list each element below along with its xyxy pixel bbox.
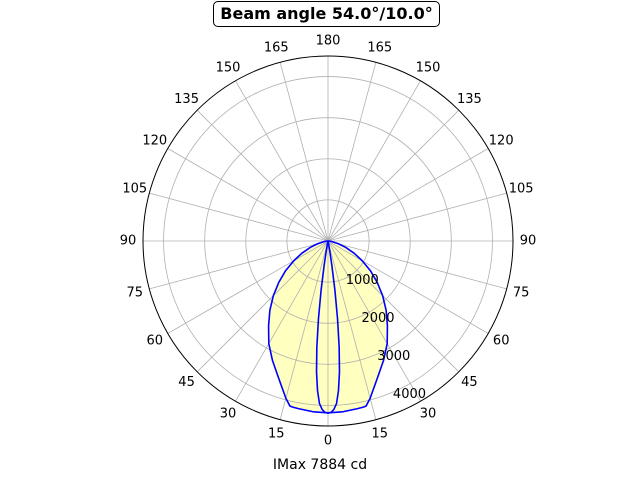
angle-tick-label: 105 (122, 182, 147, 197)
angle-gridline (196, 240, 329, 373)
angle-gridline (235, 80, 329, 242)
angle-tick-label: 150 (416, 60, 441, 75)
grid-layer (143, 56, 513, 426)
angle-gridline (279, 240, 329, 420)
angle-tick-label: 165 (264, 40, 289, 55)
angle-tick-label: 60 (493, 334, 510, 349)
angle-tick-label: 150 (216, 60, 241, 75)
angle-gridline (167, 240, 329, 334)
angle-gridline (327, 109, 460, 242)
angle-tick-label: 90 (120, 234, 137, 249)
x-axis-label: IMax 7884 cd (272, 457, 368, 473)
radial-gridline (286, 199, 370, 283)
radial-gridline (245, 158, 411, 324)
series-line-1 (315, 240, 341, 415)
angle-gridline (327, 240, 489, 334)
radial-tick-label: 1000 (346, 273, 379, 288)
angle-tick-label: 90 (520, 234, 537, 249)
angle-tick-label: 45 (178, 375, 195, 390)
angle-tick-label: 75 (127, 285, 144, 300)
angle-tick-label: 120 (489, 134, 514, 149)
chart-title: Beam angle 54.0°/10.0° (213, 1, 440, 27)
angle-tick-label: 75 (513, 285, 530, 300)
angle-gridline (279, 62, 329, 242)
angle-tick-label: 30 (420, 407, 437, 422)
angle-gridline (235, 240, 329, 402)
angle-gridline (327, 240, 377, 420)
angle-tick-label: 30 (220, 407, 237, 422)
radial-gridline (204, 117, 452, 365)
angle-tick-label: 135 (174, 92, 199, 107)
angle-gridline (327, 240, 421, 402)
angle-tick-label: 135 (457, 92, 482, 107)
angle-gridline (327, 148, 489, 242)
angle-gridline (327, 80, 421, 242)
angle-gridline (149, 192, 329, 242)
angle-gridline (167, 148, 329, 242)
curve-layer (267, 240, 389, 415)
angle-tick-label: 15 (371, 427, 388, 442)
angle-gridline (327, 240, 460, 373)
angle-gridline (327, 240, 507, 290)
radial-tick-label: 3000 (377, 349, 410, 364)
angle-tick-label: 15 (268, 427, 285, 442)
angle-tick-label: 0 (324, 434, 332, 449)
angle-tick-label: 180 (316, 34, 341, 49)
label-layer: 0 15 30 45 60 75 90 105 120 135 150 165 180 165 150 135… (120, 34, 537, 449)
angle-tick-label: 60 (147, 334, 164, 349)
angle-gridline (327, 62, 377, 242)
angle-tick-label: 165 (367, 40, 392, 55)
angle-tick-label: 105 (509, 182, 534, 197)
radial-gridline (163, 76, 493, 406)
polar-frame (142, 55, 514, 427)
radial-tick-label: 2000 (361, 311, 394, 326)
angle-tick-label: 120 (142, 134, 167, 149)
angle-gridline (149, 240, 329, 290)
radial-tick-label: 4000 (393, 387, 426, 402)
angle-tick-label: 45 (461, 375, 478, 390)
angle-gridline (327, 192, 507, 242)
angle-gridline (196, 109, 329, 242)
